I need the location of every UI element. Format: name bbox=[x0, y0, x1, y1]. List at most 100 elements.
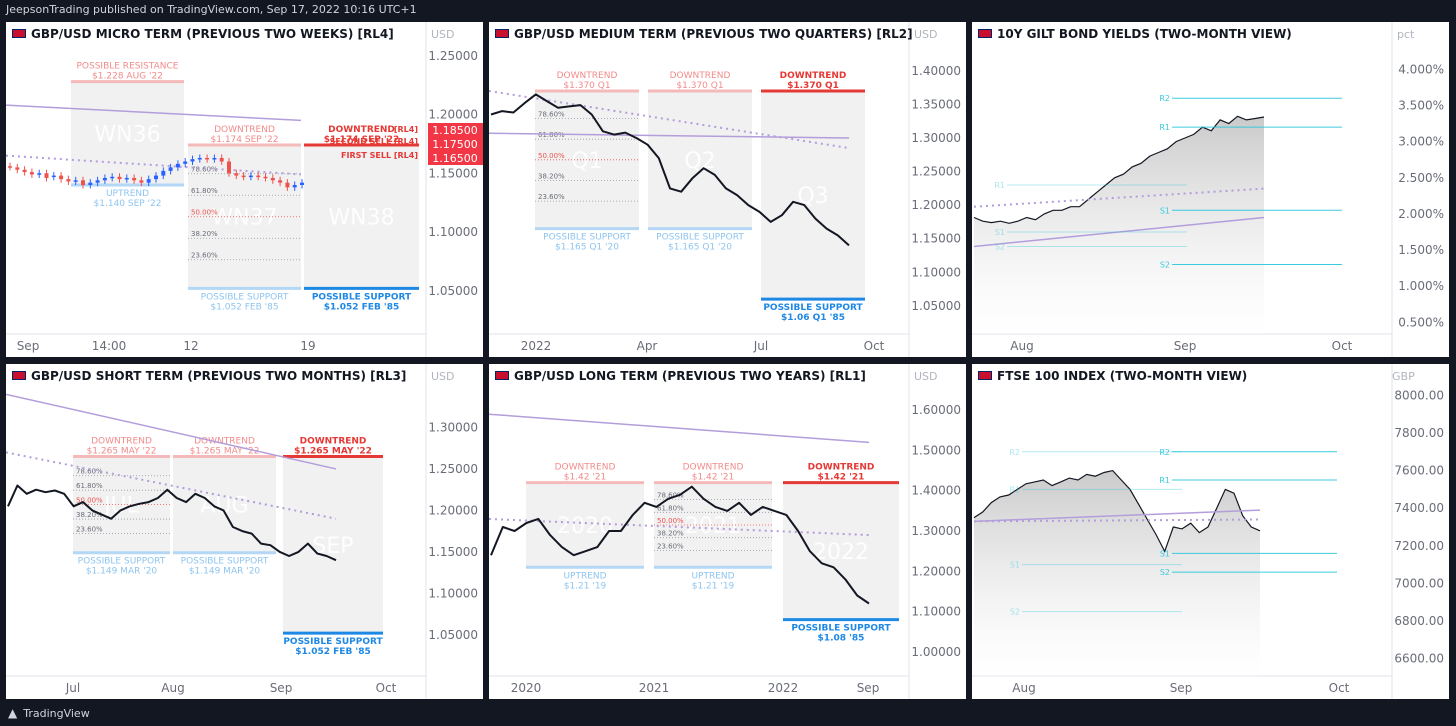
support-label: POSSIBLE SUPPORT bbox=[283, 637, 383, 647]
candle-body bbox=[44, 173, 49, 178]
candle-body bbox=[146, 179, 151, 183]
chart-title: GBP/USD SHORT TERM (PREVIOUS TWO MONTHS)… bbox=[12, 369, 406, 383]
support-value: $1.052 FEB '85 bbox=[295, 647, 370, 657]
range-period-label: 2020 bbox=[557, 514, 613, 539]
x-tick-label: Sep bbox=[1170, 681, 1193, 695]
y-tick-label: 1.20000 bbox=[428, 503, 478, 517]
candle-body bbox=[37, 173, 42, 175]
resistance-label: DOWNTREND bbox=[683, 463, 744, 473]
support-value: $1.165 Q1 '20 bbox=[668, 243, 732, 253]
range-box bbox=[648, 91, 752, 229]
chart-ftse-100[interactable]: 8000.00 7800.00 7600.00 7400.00 7200.00 7000.… bbox=[972, 364, 1449, 699]
candle-body bbox=[205, 157, 210, 160]
support-label: POSSIBLE SUPPORT bbox=[763, 303, 863, 313]
candle-body bbox=[278, 180, 283, 183]
brand-name[interactable]: TradingView bbox=[23, 707, 90, 720]
fib-label: 78.60% bbox=[538, 111, 565, 119]
fib-label: 38.20% bbox=[191, 230, 218, 238]
y-tick-label: 0.500% bbox=[1398, 315, 1444, 329]
candle-body bbox=[154, 175, 158, 180]
chart-gilt-yields[interactable]: 4.000% 3.500% 3.000% 2.500% 2.000% 1.500% 1.00… bbox=[972, 22, 1449, 357]
candle-body bbox=[102, 177, 107, 181]
y-unit: USD bbox=[914, 28, 938, 41]
resistance-label: DOWNTREND bbox=[300, 437, 367, 447]
candle-body bbox=[81, 180, 85, 185]
pivot-level-label: S2 bbox=[995, 242, 1005, 251]
title-text: FTSE 100 INDEX (TWO-MONTH VIEW) bbox=[997, 369, 1248, 383]
support-label: UPTREND bbox=[563, 571, 606, 581]
chart-title: GBP/USD MICRO TERM (PREVIOUS TWO WEEKS) … bbox=[12, 27, 394, 41]
price-line bbox=[490, 93, 850, 247]
fib-label: 23.60% bbox=[76, 525, 103, 533]
support-label: POSSIBLE SUPPORT bbox=[656, 233, 744, 243]
support-value: $1.08 '85 bbox=[818, 634, 865, 644]
pivot-level-label: S1 bbox=[995, 228, 1005, 237]
support-value: $1.149 MAR '20 bbox=[189, 567, 261, 577]
resistance-label: DOWNTREND bbox=[557, 71, 618, 81]
title-text: GBP/USD SHORT TERM (PREVIOUS TWO MONTHS)… bbox=[31, 369, 407, 383]
support-value: $1.052 FEB '85 bbox=[210, 302, 278, 312]
chart-micro-term[interactable]: 1.25000 1.20000 1.15000 1.10000 1.05000 Sep 14… bbox=[6, 22, 483, 357]
x-tick-label: 12 bbox=[183, 339, 198, 353]
pivot-level-label: R2 bbox=[1159, 448, 1170, 457]
y-unit: USD bbox=[431, 370, 455, 383]
resistance-value: $1.174 SEP '22 bbox=[211, 135, 279, 145]
sell-label: [RL4] bbox=[394, 125, 418, 134]
price-tag-text: 1.17500 bbox=[432, 138, 478, 151]
fib-label: 23.60% bbox=[191, 252, 218, 260]
chart-svg: 8000.00 7800.00 7600.00 7400.00 7200.00 7000.… bbox=[972, 364, 1444, 699]
x-tick-label: Oct bbox=[864, 339, 885, 353]
chart-title: 10Y GILT BOND YIELDS (TWO-MONTH VIEW) bbox=[978, 27, 1292, 41]
candle-body bbox=[51, 175, 56, 178]
pivot-level-label: R1 bbox=[994, 181, 1005, 190]
candle-body bbox=[190, 159, 195, 162]
fib-label: 38.20% bbox=[76, 511, 103, 519]
chart-title: FTSE 100 INDEX (TWO-MONTH VIEW) bbox=[978, 369, 1247, 383]
uk-flag-icon bbox=[12, 29, 26, 38]
y-tick-label: 1.30000 bbox=[911, 131, 961, 145]
pivot-level-label: S1 bbox=[1010, 561, 1020, 570]
chart-medium-term[interactable]: 1.40000 1.35000 1.30000 1.25000 1.20000 1.150… bbox=[489, 22, 966, 357]
chart-long-term[interactable]: 1.60000 1.50000 1.40000 1.30000 1.20000 1.100… bbox=[489, 364, 966, 699]
tradingview-logo-icon[interactable]: ▲ bbox=[8, 706, 18, 720]
chart-short-term[interactable]: 1.30000 1.25000 1.20000 1.15000 1.10000 1.050… bbox=[6, 364, 483, 699]
range-period-label: 2022 bbox=[813, 540, 869, 565]
x-tick-label: Sep bbox=[857, 681, 880, 695]
y-tick-label: 1.05000 bbox=[911, 299, 961, 313]
moving-average-dotted bbox=[489, 90, 850, 150]
moving-average-line bbox=[973, 216, 1265, 248]
candle-body bbox=[234, 173, 239, 176]
fib-label: 50.00% bbox=[76, 497, 103, 505]
support-value: $1.140 SEP '22 bbox=[94, 199, 162, 209]
fib-label: 23.60% bbox=[538, 193, 565, 201]
support-label: POSSIBLE SUPPORT bbox=[201, 292, 289, 302]
candle-body bbox=[168, 167, 173, 171]
y-tick-label: 6800.00 bbox=[1394, 614, 1444, 628]
resistance-value: $1.265 MAY '22 bbox=[87, 447, 157, 457]
chart-svg: 1.40000 1.35000 1.30000 1.25000 1.20000 1.150… bbox=[489, 22, 961, 357]
title-text: 10Y GILT BOND YIELDS (TWO-MONTH VIEW) bbox=[997, 27, 1292, 41]
x-tick-label: Oct bbox=[1329, 681, 1350, 695]
support-value: $1.21 '19 bbox=[692, 581, 735, 591]
y-tick-label: 1.25000 bbox=[428, 462, 478, 476]
support-label: POSSIBLE SUPPORT bbox=[791, 624, 891, 634]
fib-label: 78.60% bbox=[191, 166, 218, 174]
chart-title: GBP/USD LONG TERM (PREVIOUS TWO YEARS) [… bbox=[495, 369, 866, 383]
x-tick-label: 19 bbox=[300, 339, 315, 353]
y-unit: GBP bbox=[1392, 370, 1415, 383]
publish-line: JeepsonTrading published on TradingView.… bbox=[6, 3, 417, 16]
candle-body bbox=[197, 157, 202, 160]
x-tick-label: Aug bbox=[1010, 339, 1033, 353]
uk-flag-icon bbox=[978, 371, 992, 380]
pivot-level-label: S2 bbox=[1160, 261, 1170, 270]
candle-body bbox=[8, 166, 12, 168]
support-label: UPTREND bbox=[106, 189, 149, 199]
support-label: POSSIBLE SUPPORT bbox=[543, 233, 631, 243]
resistance-label: DOWNTREND bbox=[670, 71, 731, 81]
y-tick-label: 8000.00 bbox=[1394, 388, 1444, 402]
y-tick-label: 1.30000 bbox=[911, 524, 961, 538]
price-tag bbox=[428, 123, 483, 137]
candle-body bbox=[110, 176, 115, 179]
candle-body bbox=[183, 161, 188, 164]
x-tick-label: Sep bbox=[17, 339, 40, 353]
